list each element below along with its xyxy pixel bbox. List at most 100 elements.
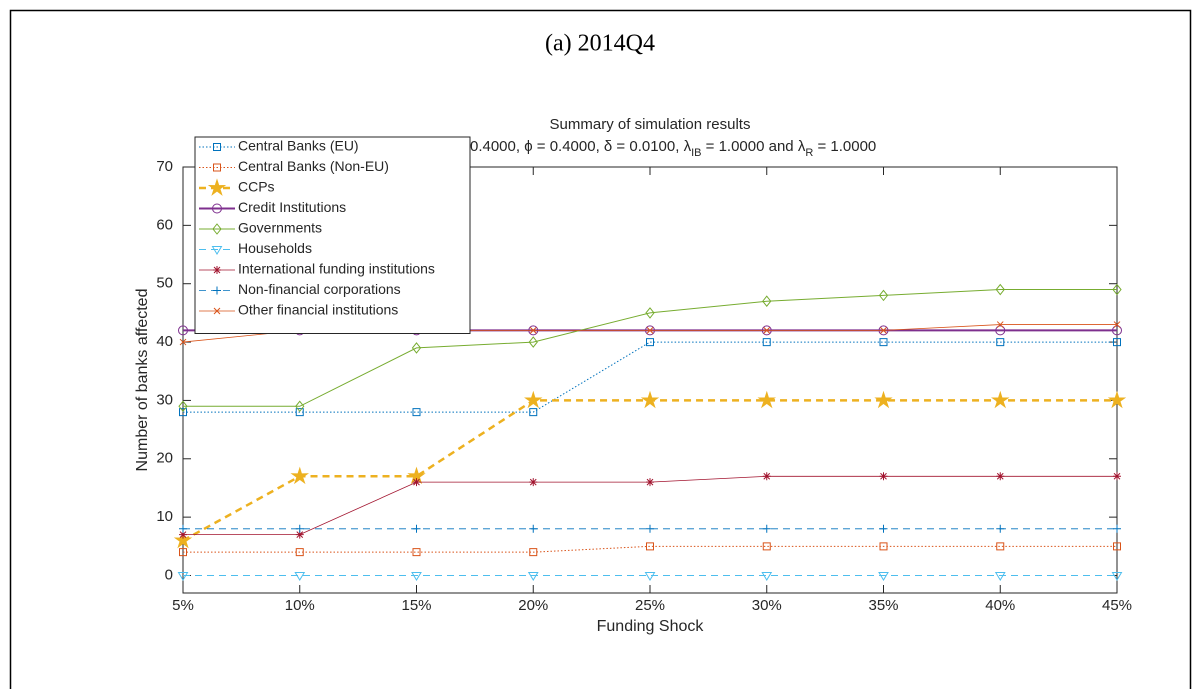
series-line <box>183 545 1117 553</box>
legend-marker <box>211 246 223 255</box>
data-point <box>1112 325 1122 336</box>
data-point <box>763 327 771 334</box>
data-point <box>996 542 1005 551</box>
data-point <box>879 472 888 481</box>
data-point <box>528 336 538 348</box>
data-point <box>412 408 421 417</box>
data-point <box>177 571 189 581</box>
data-point <box>878 289 889 302</box>
legend-label: Households <box>238 240 312 256</box>
legend-marker <box>212 223 222 235</box>
y-tick-label: 20 <box>156 450 173 467</box>
data-point <box>762 338 771 347</box>
x-tick-label: 10% <box>285 597 315 614</box>
data-point <box>412 548 421 557</box>
y-tick-label: 60 <box>156 216 173 233</box>
data-point <box>295 548 304 557</box>
data-point <box>295 400 305 413</box>
legend-marker <box>213 307 221 315</box>
legend-label: CCPs <box>238 179 275 195</box>
data-point <box>1112 283 1122 296</box>
data-point <box>995 325 1006 336</box>
x-tick-label: 15% <box>401 597 431 614</box>
data-point <box>762 524 771 533</box>
data-point <box>645 307 655 319</box>
data-point <box>179 408 187 417</box>
data-point <box>1107 390 1127 409</box>
data-point <box>411 342 422 354</box>
data-point <box>412 524 421 533</box>
data-point <box>996 524 1005 533</box>
data-point <box>1113 472 1121 481</box>
subtitle-part: IB <box>691 147 701 159</box>
data-point <box>179 338 187 346</box>
y-tick-label: 70 <box>156 158 173 175</box>
data-point <box>524 390 543 409</box>
x-tick-label: 30% <box>752 597 782 614</box>
data-point <box>179 530 187 539</box>
data-point <box>1113 542 1121 551</box>
legend-label: International funding institutions <box>238 261 435 277</box>
data-point <box>879 542 888 551</box>
data-point <box>996 321 1004 328</box>
data-point <box>1113 321 1121 328</box>
data-point <box>1113 524 1121 533</box>
legend-marker <box>213 286 221 295</box>
data-point <box>640 390 660 409</box>
x-tick-label: 5% <box>172 597 194 614</box>
data-point <box>874 390 893 409</box>
data-point <box>178 400 188 413</box>
legend-marker <box>207 178 227 196</box>
data-point <box>996 472 1005 481</box>
data-point <box>179 548 187 557</box>
data-point <box>879 338 888 347</box>
subtitle-part: = 1.0000 and λ <box>701 138 805 155</box>
x-tick-label: 45% <box>1102 597 1132 614</box>
series-line <box>183 289 1117 407</box>
data-point <box>646 327 654 334</box>
data-point <box>178 325 188 336</box>
legend-label: Governments <box>238 220 322 236</box>
legend-label: Central Banks (Non-EU) <box>238 158 389 174</box>
data-point <box>290 466 310 485</box>
data-point <box>646 524 654 533</box>
x-tick-label: 35% <box>868 597 898 614</box>
y-tick-label: 0 <box>165 566 173 583</box>
legend-box <box>194 136 471 334</box>
legend-marker <box>212 203 222 214</box>
data-point <box>173 530 193 549</box>
x-tick-label: 20% <box>518 597 548 614</box>
legend-label: Other financial institutions <box>238 302 398 318</box>
data-point <box>529 408 538 417</box>
data-point <box>646 542 654 551</box>
y-tick-label: 50 <box>156 275 173 292</box>
subtitle-part: for κ = 0.4000, ϕ = 0.4000, δ = 0.0100, … <box>424 138 692 155</box>
data-point <box>295 408 304 417</box>
data-point <box>991 390 1010 409</box>
data-point <box>295 524 304 533</box>
data-point <box>529 548 538 557</box>
subtitle-part: = 1.0000 <box>813 138 876 155</box>
data-point <box>757 390 776 409</box>
data-point <box>646 478 654 487</box>
data-point <box>529 524 538 533</box>
data-point <box>995 283 1005 296</box>
x-tick-label: 40% <box>985 597 1015 614</box>
data-point <box>529 327 537 334</box>
x-tick-label: 25% <box>635 597 665 614</box>
y-tick-label: 40 <box>156 333 173 350</box>
legend-marker <box>213 143 221 151</box>
data-point <box>879 524 888 533</box>
data-point <box>295 530 304 539</box>
y-tick-label: 30 <box>156 391 173 408</box>
y-tick-label: 10 <box>156 508 173 525</box>
legend-label: Non-financial corporations <box>238 281 401 297</box>
legend-label: Credit Institutions <box>238 199 346 215</box>
data-point <box>412 478 421 487</box>
data-point <box>1111 571 1123 581</box>
chart-title: Summary of simulation results <box>550 116 751 133</box>
data-point <box>1113 338 1121 347</box>
data-point <box>529 478 538 487</box>
data-point <box>646 338 654 347</box>
